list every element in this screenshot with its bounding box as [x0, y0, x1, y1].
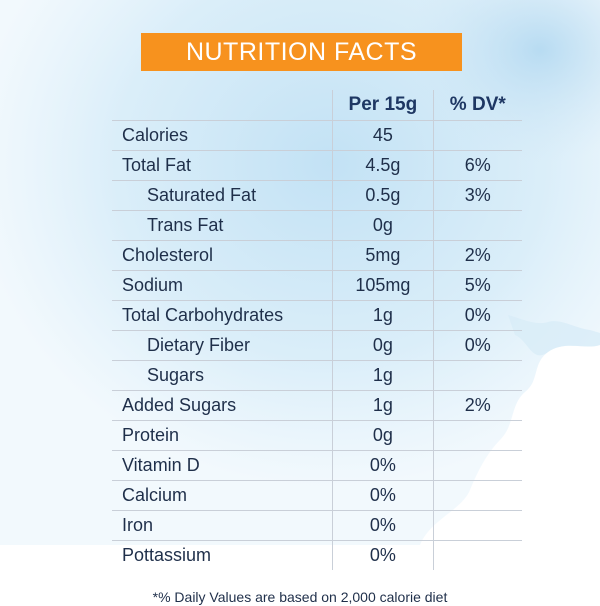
nutrient-name: Saturated Fat [112, 180, 334, 211]
nutrition-table: Per 15g % DV* Calories 45 Total Fat 4.5g 6% S… [112, 90, 522, 570]
nutrient-amount: 45 [332, 120, 434, 151]
table-row: Iron 0% [112, 510, 522, 541]
nutrient-amount: 1g [332, 300, 434, 331]
nutrient-amount: 5mg [332, 240, 434, 271]
table-row: Total Carbohydrates 1g 0% [112, 300, 522, 331]
title-banner: NUTRITION FACTS [141, 33, 462, 71]
nutrient-name: Calcium [112, 480, 334, 511]
nutrient-name: Sodium [112, 270, 334, 301]
nutrient-daily-value [433, 540, 522, 570]
nutrient-daily-value: 3% [433, 180, 522, 211]
footnote: *% Daily Values are based on 2,000 calor… [152, 589, 448, 605]
nutrient-name: Total Carbohydrates [112, 300, 334, 331]
nutrient-amount: 1g [332, 390, 434, 421]
nutrient-name: Trans Fat [112, 210, 334, 241]
table-row: Cholesterol 5mg 2% [112, 240, 522, 271]
nutrient-amount: 0g [332, 330, 434, 361]
table-row: Sugars 1g [112, 360, 522, 391]
table-row: Saturated Fat 0.5g 3% [112, 180, 522, 211]
table-row: Sodium 105mg 5% [112, 270, 522, 301]
nutrient-amount: 0% [332, 480, 434, 511]
nutrient-daily-value: 2% [433, 240, 522, 271]
table-row: Pottassium 0% [112, 540, 522, 570]
table-row: Total Fat 4.5g 6% [112, 150, 522, 181]
nutrient-daily-value: 2% [433, 390, 522, 421]
nutrient-daily-value [433, 510, 522, 541]
table-row: Dietary Fiber 0g 0% [112, 330, 522, 361]
page-title: NUTRITION FACTS [185, 38, 418, 66]
nutrient-name: Sugars [112, 360, 334, 391]
nutrient-daily-value: 0% [433, 300, 522, 331]
nutrient-daily-value [433, 360, 522, 391]
nutrient-name: Total Fat [112, 150, 334, 181]
nutrient-name: Iron [112, 510, 334, 541]
table-row: Calcium 0% [112, 480, 522, 511]
nutrient-amount: 0% [332, 540, 434, 570]
nutrient-name: Dietary Fiber [112, 330, 334, 361]
nutrient-daily-value [433, 210, 522, 241]
nutrient-amount: 1g [332, 360, 434, 391]
table-row: Calories 45 [112, 120, 522, 151]
table-body: Calories 45 Total Fat 4.5g 6% Saturated Fat 0.… [112, 120, 522, 570]
nutrient-name: Added Sugars [112, 390, 334, 421]
header-per-serving: Per 15g [332, 90, 434, 121]
nutrient-amount: 4.5g [332, 150, 434, 181]
nutrient-name: Cholesterol [112, 240, 334, 271]
table-row: Added Sugars 1g 2% [112, 390, 522, 421]
nutrient-daily-value: 5% [433, 270, 522, 301]
table-header-row: Per 15g % DV* [112, 90, 522, 121]
wash-edge [508, 315, 600, 356]
nutrient-amount: 0.5g [332, 180, 434, 211]
nutrient-name: Vitamin D [112, 450, 334, 481]
nutrient-amount: 0g [332, 210, 434, 241]
nutrient-daily-value [433, 480, 522, 511]
nutrient-amount: 0g [332, 420, 434, 451]
nutrient-amount: 0% [332, 510, 434, 541]
table-row: Trans Fat 0g [112, 210, 522, 241]
nutrient-daily-value: 6% [433, 150, 522, 181]
nutrient-name: Protein [112, 420, 334, 451]
nutrient-amount: 105mg [332, 270, 434, 301]
nutrient-name: Calories [112, 120, 334, 151]
table-row: Protein 0g [112, 420, 522, 451]
nutrient-name: Pottassium [112, 540, 334, 570]
nutrient-daily-value [433, 120, 522, 151]
nutrient-daily-value [433, 420, 522, 451]
header-nutrient [112, 90, 334, 121]
nutrient-amount: 0% [332, 450, 434, 481]
nutrient-daily-value: 0% [433, 330, 522, 361]
table-row: Vitamin D 0% [112, 450, 522, 481]
header-daily-value: % DV* [449, 94, 506, 115]
nutrient-daily-value [433, 450, 522, 481]
